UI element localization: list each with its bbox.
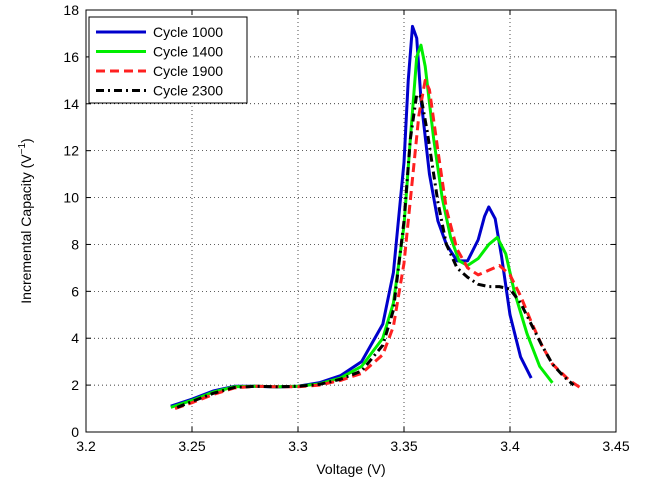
x-tick-label: 3.45 [602, 438, 629, 454]
y-tick-label: 10 [63, 190, 79, 206]
x-tick-label: 3.2 [76, 438, 96, 454]
series-layer [170, 24, 581, 410]
y-tick-label: 8 [71, 236, 79, 252]
x-tick-label: 3.35 [390, 438, 417, 454]
y-tick-label: 6 [71, 283, 79, 299]
x-axis-label: Voltage (V) [316, 461, 385, 477]
series-line-cycle-2300 [176, 92, 575, 409]
y-tick-label: 18 [63, 2, 79, 18]
y-tick-label: 2 [71, 377, 79, 393]
y-axis-label-superscript: −1 [17, 142, 28, 154]
legend-label-cycle-1400: Cycle 1400 [153, 44, 223, 60]
legend-label-cycle-1900: Cycle 1900 [153, 63, 223, 79]
y-tick-label: 16 [63, 49, 79, 65]
y-axis-label-main: Incremental Capacity (V [18, 154, 34, 304]
y-tick-label: 12 [63, 143, 79, 159]
y-axis-label-tail: ) [18, 138, 34, 143]
ticks [85, 9, 617, 433]
y-tick-label: 4 [71, 330, 79, 346]
legend-label-cycle-2300: Cycle 2300 [153, 83, 223, 99]
legend-label-cycle-1000: Cycle 1000 [153, 24, 223, 40]
y-axis-label: Incremental Capacity (V−1) [17, 138, 34, 303]
x-tick-label: 3.25 [178, 438, 205, 454]
x-tick-label: 3.3 [288, 438, 308, 454]
y-tick-label: 0 [71, 424, 79, 440]
x-tick-labels: 3.2 3.25 3.3 3.35 3.4 3.45 [76, 438, 630, 454]
y-tick-label: 14 [63, 96, 79, 112]
legend: Cycle 1000 Cycle 1400 Cycle 1900 Cycle 2300 [88, 16, 248, 104]
plot-frame [85, 9, 617, 433]
x-tick-label: 3.4 [500, 438, 520, 454]
grid [86, 10, 616, 432]
y-tick-labels: 0 2 4 6 8 10 12 14 16 18 [63, 2, 79, 440]
